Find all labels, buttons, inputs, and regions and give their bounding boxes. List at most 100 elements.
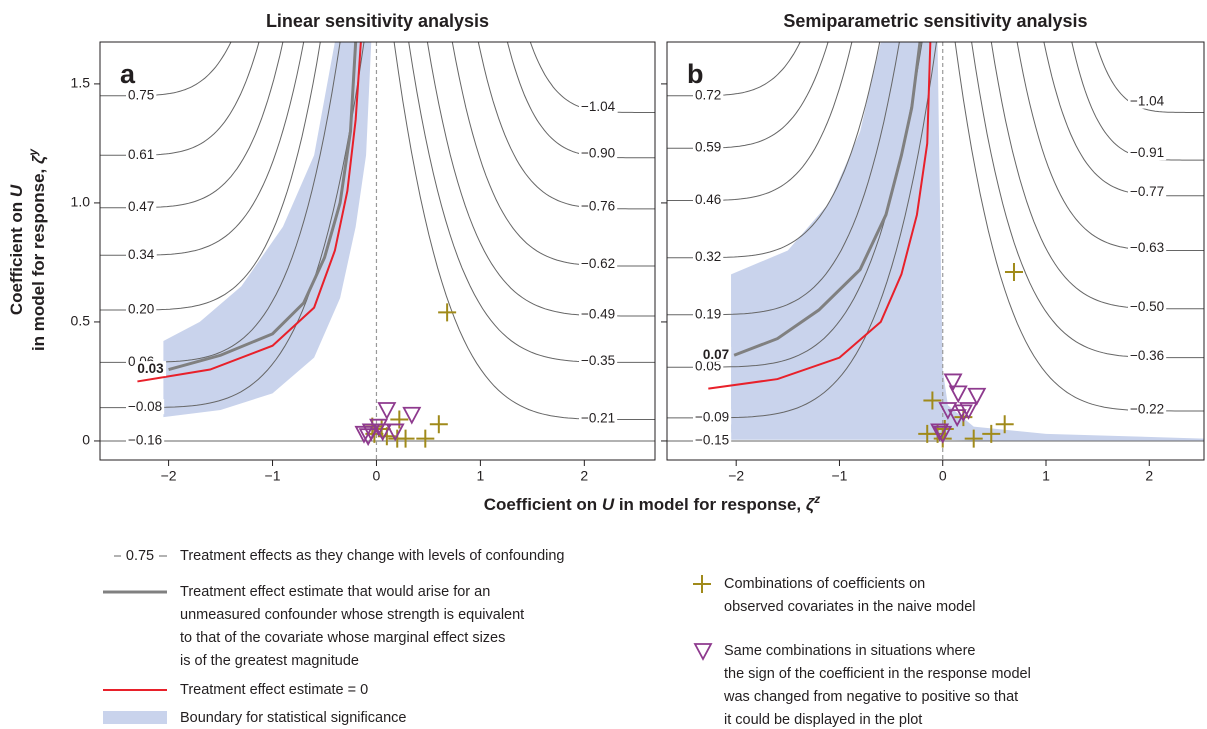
contour-line — [971, 42, 1204, 359]
legend-text: Treatment effects as they change with le… — [180, 548, 564, 564]
contour-label: −0.76 — [581, 198, 615, 213]
contour-label: 0.72 — [695, 87, 721, 102]
triangle-marker — [930, 423, 950, 442]
label-bg — [1128, 299, 1167, 315]
label-bg — [579, 306, 618, 322]
label-bg — [1128, 348, 1167, 364]
triangle-marker — [967, 387, 987, 406]
x-label-part: U — [602, 495, 615, 514]
triangle-marker — [953, 404, 973, 423]
x-tick-label: 0 — [939, 468, 947, 484]
label-bg — [1128, 401, 1167, 417]
contour-line — [1016, 42, 1204, 251]
y-label-part: ζ — [29, 154, 48, 164]
triangle-marker — [693, 643, 713, 661]
legend-text: Boundary for statistical significance — [180, 710, 406, 726]
label-bg — [693, 249, 724, 265]
label-bg — [693, 432, 732, 448]
plus-marker — [388, 429, 407, 448]
plus-marker — [693, 575, 711, 593]
contour-label: −1.04 — [581, 99, 616, 114]
contour-label: 0.59 — [695, 140, 721, 155]
contour-label: −0.15 — [695, 433, 729, 448]
contour-line — [100, 42, 232, 97]
legend-text: unmeasured confounder whose strength is … — [180, 607, 524, 623]
plot-area — [100, 42, 655, 460]
benchmark-curve — [168, 42, 358, 371]
y-label-part: in model for response, — [29, 164, 48, 351]
contour-label: −0.91 — [1130, 145, 1164, 160]
contour-label: −0.63 — [1130, 240, 1164, 255]
contour-line — [667, 42, 801, 97]
x-tick-label: −1 — [831, 468, 847, 484]
y-tick-label: 1.5 — [71, 75, 91, 91]
zero-curve — [708, 42, 932, 390]
contour-label: −1.04 — [1130, 94, 1165, 109]
legend-text: Treatment effect estimate = 0 — [180, 682, 368, 698]
y-label-part: U — [7, 184, 26, 197]
contour-label: −0.49 — [581, 307, 615, 322]
legend-text: Treatment effect estimate that would ari… — [180, 584, 490, 600]
contour-label: −0.09 — [695, 409, 729, 424]
zero-curve — [137, 42, 362, 383]
contour-label: 0.61 — [128, 147, 154, 162]
y-axis-label: in model for response, ζy — [26, 148, 48, 351]
label-bg — [579, 198, 618, 214]
label-bg — [579, 145, 618, 161]
plus-marker — [923, 391, 942, 410]
triangle-marker — [385, 423, 405, 442]
x-tick-label: 2 — [580, 468, 588, 484]
x-label-part: Coefficient on — [484, 495, 602, 514]
contour-label: −0.62 — [581, 256, 615, 271]
y-label-part: Coefficient on — [7, 197, 26, 315]
x-tick-label: −1 — [265, 468, 281, 484]
label-bg — [1128, 240, 1167, 256]
legend-text: Combinations of coefficients on — [724, 576, 925, 592]
triangle-marker — [369, 418, 389, 437]
label-bg — [693, 192, 724, 208]
panel-letter: b — [687, 59, 704, 89]
contour-label: 0.32 — [695, 249, 721, 264]
contour-line — [408, 42, 655, 363]
x-tick-label: 0 — [373, 468, 381, 484]
label-bg — [579, 256, 618, 272]
benchmark-curve — [733, 42, 922, 357]
x-tick-label: 2 — [1145, 468, 1153, 484]
label-bg — [579, 98, 618, 114]
plus-marker — [982, 424, 1001, 443]
plot-frame — [666, 41, 1205, 461]
label-bg — [126, 399, 165, 415]
y-label-part: y — [26, 148, 40, 157]
contour-label: 0.47 — [128, 199, 154, 214]
x-axis-label: Coefficient on U in model for response, … — [484, 492, 820, 514]
contour-label: 0.20 — [128, 302, 154, 317]
label-bg — [693, 87, 724, 103]
contour-label: −0.90 — [581, 146, 615, 161]
plus-marker — [1004, 262, 1023, 281]
contour-label: 0.46 — [695, 192, 721, 207]
contour-label: −0.22 — [1130, 402, 1164, 417]
plus-marker — [390, 410, 409, 429]
x-label-part: ζ — [806, 495, 816, 514]
label-bg — [126, 87, 157, 103]
label-bg — [135, 361, 167, 377]
contour-label: 0.34 — [128, 247, 155, 262]
contour-line — [1095, 42, 1204, 113]
triangle-marker — [947, 409, 967, 428]
plus-marker — [416, 429, 435, 448]
label-bg — [126, 146, 157, 162]
legend-text: observed covariates in the naive model — [724, 599, 975, 615]
legend-text: it could be displayed in the plot — [724, 712, 922, 728]
x-tick-label: −2 — [728, 468, 744, 484]
contour-labels: 0.750.610.470.340.200.06−0.08−0.16−1.04−… — [126, 87, 618, 448]
label-bg — [693, 358, 724, 374]
legend-text: is of the greatest magnitude — [180, 653, 359, 669]
benchmark-label: 0.07 — [703, 347, 729, 362]
legend-text: was changed from negative to positive so… — [723, 689, 1018, 705]
plot-area — [667, 42, 1204, 460]
legend-text: the sign of the coefficient in the respo… — [724, 666, 1031, 682]
label-bg — [126, 432, 165, 448]
label-bg — [1128, 93, 1167, 109]
